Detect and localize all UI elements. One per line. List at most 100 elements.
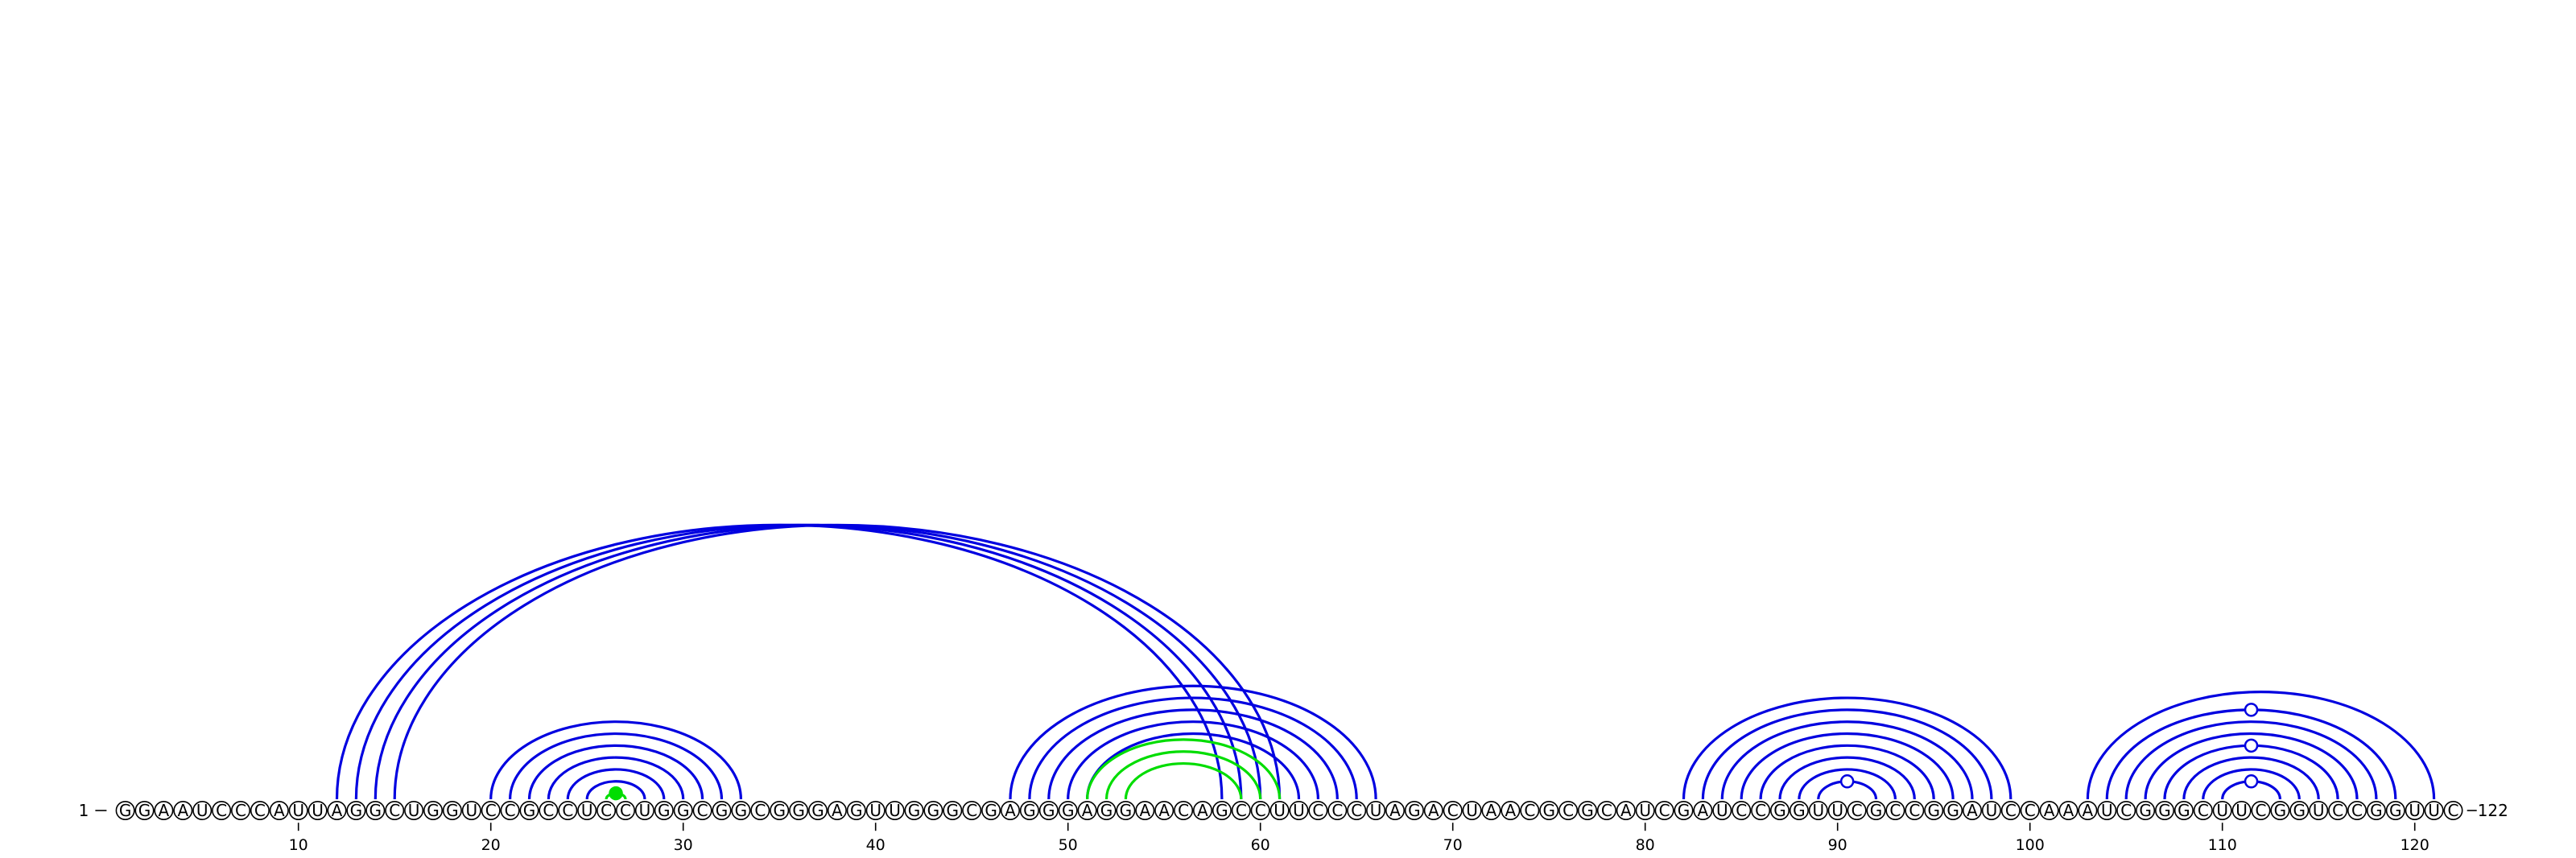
nucleotide-47: A — [1001, 800, 1021, 820]
tick-label-20: 20 — [481, 836, 501, 854]
nucleotide-58: G — [1212, 800, 1232, 820]
nucleotide-letter: C — [966, 801, 977, 820]
nucleotide-letter: G — [2370, 801, 2383, 820]
nucleotide-25: U — [577, 800, 597, 820]
nucleotide-letter: U — [2313, 801, 2325, 820]
nucleotide-letter: C — [601, 801, 612, 820]
nucleotide-letter: U — [1812, 801, 1824, 820]
position-axis: 10 20 30 40 50 60 70 80 90 100 110 120 — [289, 823, 2429, 854]
nucleotide-letter: U — [1716, 801, 1728, 820]
nucleotide-14: G — [365, 800, 386, 820]
nucleotide-97: A — [1963, 800, 1983, 820]
nucleotide-letter: U — [1639, 801, 1651, 820]
arc-blue-13-59 — [354, 523, 1243, 800]
nucleotide-40: U — [865, 800, 886, 820]
nucleotide-letter: A — [1486, 801, 1497, 820]
nucleotide-letter: G — [2274, 801, 2287, 820]
nucleotide-41: U — [885, 800, 905, 820]
nucleotide-letter: C — [235, 801, 246, 820]
nucleotide-letter: U — [1831, 801, 1843, 820]
tick-label-80: 80 — [1636, 836, 1655, 854]
nucleotide-22: G — [519, 800, 539, 820]
nucleotide-45: C — [962, 800, 982, 820]
nucleotide-110: U — [2212, 800, 2232, 820]
arc-blue-50-63 — [1067, 720, 1319, 800]
nucleotide-letter: G — [1927, 801, 1940, 820]
nucleotide-letter: G — [1023, 801, 1036, 820]
nucleotide-120: U — [2405, 800, 2425, 820]
nucleotide-letter: A — [332, 801, 343, 820]
arc-blue-84-97 — [1720, 720, 1974, 800]
nucleotide-letter: C — [1236, 801, 1247, 820]
nucleotide-56: C — [1174, 800, 1194, 820]
nucleotide-letter: G — [1793, 801, 1806, 820]
nucleotide-letter: A — [1428, 801, 1439, 820]
nucleotide-5: U — [192, 800, 213, 820]
nucleotide-119: G — [2385, 800, 2405, 820]
nucleotide-89: U — [1808, 800, 1828, 820]
nucleotide-letter: C — [2025, 801, 2036, 820]
nucleotide-letter: G — [811, 801, 824, 820]
nucleotide-letter: G — [716, 801, 729, 820]
nucleotide-32: G — [712, 800, 732, 820]
nucleotide-96: G — [1943, 800, 1963, 820]
nucleotide-letter: C — [2351, 801, 2363, 820]
nucleotide-letter: U — [869, 801, 881, 820]
nucleotide-letter: C — [620, 801, 631, 820]
nucleotide-letter: A — [1139, 801, 1150, 820]
nucleotide-17: G — [423, 800, 443, 820]
nucleotide-letter: U — [1466, 801, 1478, 820]
sequence-start-label: 1 — [79, 801, 89, 820]
tick-label-30: 30 — [674, 836, 693, 854]
nucleotide-1: G — [115, 800, 135, 820]
nucleotide-52: G — [1096, 800, 1117, 820]
nucleotide-letter: C — [1736, 801, 1747, 820]
nucleotide-letter: C — [2332, 801, 2343, 820]
nucleotide-24: C — [558, 800, 578, 820]
nucleotide-letter: G — [1120, 801, 1133, 820]
nucleotide-36: G — [789, 800, 809, 820]
tick-label-120: 120 — [2401, 836, 2429, 854]
nucleotide-93: C — [1885, 800, 1905, 820]
nucleotide-71: U — [1462, 800, 1482, 820]
nucleotide-letter: G — [2139, 801, 2152, 820]
nucleotide-114: G — [2289, 800, 2310, 820]
nucleotide-121: U — [2424, 800, 2444, 820]
nucleotide-letter: U — [1986, 801, 1998, 820]
nucleotide-67: A — [1385, 800, 1406, 820]
nucleotide-64: C — [1327, 800, 1348, 820]
nucleotide-letter: G — [735, 801, 748, 820]
nucleotide-13: G — [346, 800, 366, 820]
nucleotide-70: C — [1443, 800, 1463, 820]
nucleotide-letter: G — [985, 801, 997, 820]
nucleotide-87: G — [1770, 800, 1790, 820]
arc-green-51-61 — [1086, 738, 1282, 800]
nucleotide-95: G — [1924, 800, 1944, 820]
nucleotide-74: C — [1520, 800, 1540, 820]
nucleotide-27: C — [615, 800, 635, 820]
nucleotide-34: C — [750, 800, 770, 820]
nucleotide-letter: A — [1158, 801, 1170, 820]
nucleotide-18: G — [442, 800, 462, 820]
tick-label-60: 60 — [1251, 836, 1270, 854]
nucleotide-106: G — [2136, 800, 2156, 820]
nucleotide-letter: A — [2063, 801, 2074, 820]
nucleotide-letter: C — [1852, 801, 1863, 820]
nucleotide-letter: A — [274, 801, 285, 820]
nucleotide-111: U — [2231, 800, 2252, 820]
arc-blue-87-94 — [1778, 756, 1916, 800]
nucleotide-117: C — [2347, 800, 2368, 820]
arc-blue-51-62 — [1086, 732, 1301, 800]
nucleotide-letter: G — [369, 801, 382, 820]
arc-blue-88-93 — [1798, 768, 1897, 800]
nucleotide-letter: U — [2428, 801, 2440, 820]
nucleotide-85: C — [1732, 800, 1752, 820]
nucleotide-letter: C — [1909, 801, 1920, 820]
arc-blue-82-99 — [1682, 696, 2013, 800]
hairpin-marker-2 — [2244, 774, 2259, 789]
nucleotide-8: C — [250, 800, 270, 820]
arc-blue-103-121 — [2086, 691, 2436, 800]
nucleotide-letter: A — [159, 801, 170, 820]
nucleotide-letter: G — [927, 801, 940, 820]
